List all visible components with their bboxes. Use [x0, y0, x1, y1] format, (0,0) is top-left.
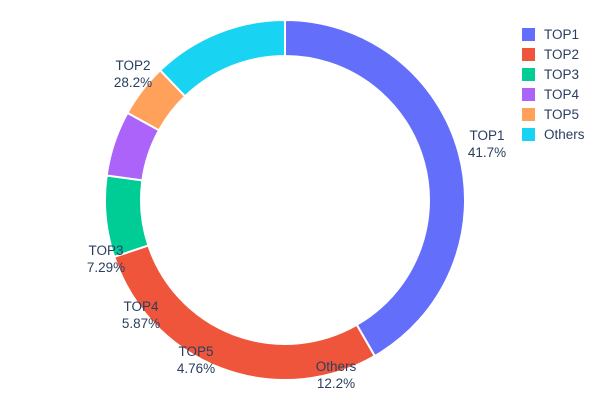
legend-item-top2[interactable]: TOP2	[522, 47, 579, 62]
legend-swatch-icon	[522, 48, 535, 61]
legend-item-label: TOP2	[544, 47, 579, 62]
slice-label-others: Others 12.2%	[316, 359, 357, 391]
donut-slice-top1[interactable]	[284, 19, 466, 358]
slice-label-top1: TOP1 41.7%	[468, 128, 506, 160]
slice-label-top5: TOP5 4.76%	[177, 344, 215, 376]
slice-label-top3: TOP3 7.29%	[87, 243, 125, 275]
slice-label-top4: TOP4 5.87%	[122, 299, 160, 331]
legend-swatch-icon	[522, 28, 535, 41]
chart-legend[interactable]: TOP1 TOP2 TOP3 TOP4 TOP5 Others	[522, 27, 585, 142]
slice-label-percent: 12.2%	[317, 376, 355, 391]
slice-label-name: TOP3	[88, 243, 123, 258]
slice-label-top2: TOP2 28.2%	[114, 58, 152, 90]
slice-labels-group: TOP1 41.7% TOP2 28.2% TOP3 7.29% TOP4 5.87% TOP5…	[87, 58, 506, 391]
donut-slices-group	[104, 19, 466, 381]
legend-swatch-icon	[522, 108, 535, 121]
slice-label-name: TOP2	[115, 58, 150, 73]
legend-item-top4[interactable]: TOP4	[522, 87, 580, 102]
legend-item-top3[interactable]: TOP3	[522, 67, 579, 82]
slice-label-percent: 5.87%	[122, 316, 160, 331]
slice-label-percent: 41.7%	[468, 145, 506, 160]
slice-label-name: TOP5	[178, 344, 213, 359]
slice-label-percent: 7.29%	[87, 260, 125, 275]
slice-label-name: TOP4	[123, 299, 159, 314]
legend-item-label: TOP3	[544, 67, 579, 82]
legend-item-top5[interactable]: TOP5	[522, 107, 579, 122]
legend-item-top1[interactable]: TOP1	[522, 27, 579, 42]
legend-item-label: TOP4	[544, 87, 580, 102]
donut-slice-others[interactable]	[159, 19, 286, 98]
legend-item-label: TOP5	[544, 107, 579, 122]
slice-label-name: Others	[316, 359, 357, 374]
legend-item-label: TOP1	[544, 27, 579, 42]
legend-item-others[interactable]: Others	[522, 127, 585, 142]
slice-label-percent: 4.76%	[177, 361, 215, 376]
legend-item-label: Others	[544, 127, 585, 142]
slice-label-name: TOP1	[469, 128, 504, 143]
slice-label-percent: 28.2%	[114, 75, 152, 90]
legend-swatch-icon	[522, 88, 535, 101]
legend-swatch-icon	[522, 128, 535, 141]
legend-swatch-icon	[522, 68, 535, 81]
